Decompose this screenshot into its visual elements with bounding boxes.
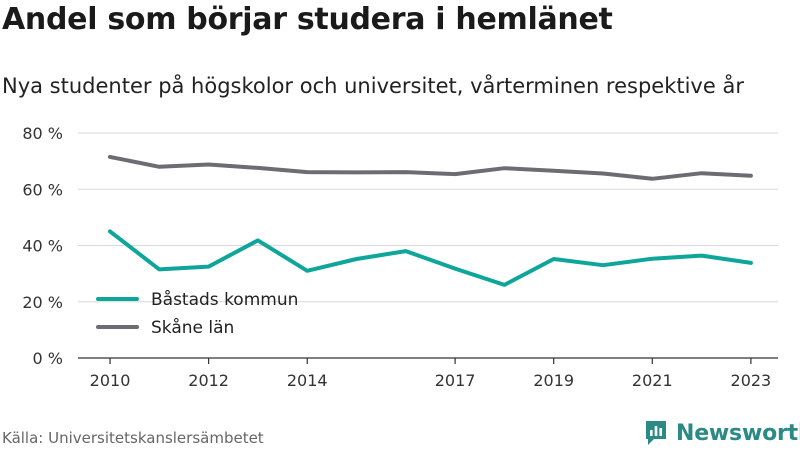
x-tick-label: 2012 [188,371,229,390]
series-lines [108,154,753,287]
legend-label: Skåne län [151,317,234,338]
y-tick-label: 80 % [22,124,63,143]
chart-subtitle: Nya studenter på högskolor och universit… [2,74,744,98]
series-line-bastads-kommun [108,229,753,287]
newsworthy-logo-icon [646,421,666,445]
y-tick-label: 0 % [33,349,63,368]
source-note: Källa: Universitetskanslersämbetet [2,429,264,447]
x-tick-label: 2010 [90,371,131,390]
x-tick-label: 2014 [287,371,328,390]
x-tick-label: 2019 [533,371,574,390]
legend-label: Båstads kommun [151,289,298,310]
y-axis-tick-labels: 0 % 20 % 40 % 60 % 80 % [22,124,63,368]
x-tick-label: 2021 [632,371,673,390]
brand-name: Newsworthy [676,420,800,446]
x-axis: 2010 2012 2014 2017 2019 2021 2023 [78,357,778,390]
chart-title: Andel som börjar studera i hemlänet [2,2,613,37]
y-tick-label: 60 % [22,180,63,199]
legend: Båstads kommun Skåne län [96,289,298,338]
series-line-skane-lan [108,154,753,181]
y-tick-label: 20 % [22,293,63,312]
grid-lines [78,132,778,303]
x-tick-label: 2023 [731,371,772,390]
y-tick-label: 40 % [22,237,63,256]
brand-logo: Newsworthy [644,418,800,448]
line-chart: 0 % 20 % 40 % 60 % 80 % 2010 2012 2014 2017 2019… [22,124,778,390]
x-tick-label: 2017 [435,371,476,390]
